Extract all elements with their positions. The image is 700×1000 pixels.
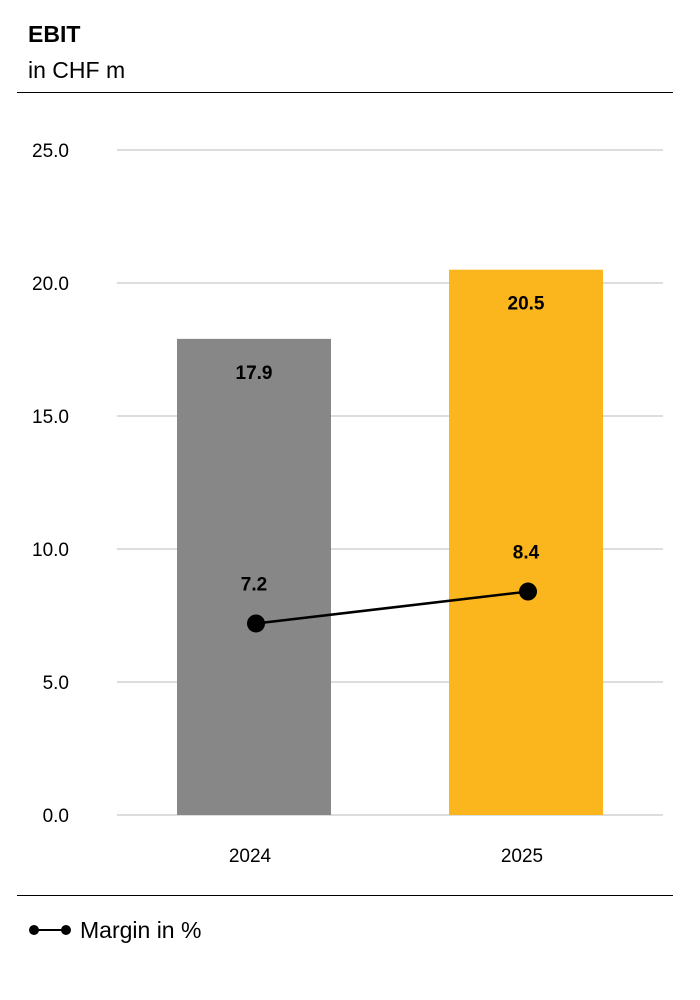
top-divider	[17, 92, 673, 93]
margin-point	[247, 614, 265, 633]
ebit-chart: 0.0 5.0 10.0 15.0 20.0 25.0 17.9 20.5 2024 2025 7.…	[32, 141, 663, 867]
x-tick-label: 2025	[501, 846, 543, 867]
bar-value-label: 20.5	[508, 294, 545, 315]
y-tick-label: 25.0	[32, 141, 69, 162]
labels: 0.0 5.0 10.0 15.0 20.0 25.0 17.9 20.5 2024 2025 7.…	[32, 141, 545, 867]
bar-value-label: 17.9	[236, 363, 273, 384]
legend-label-margin: Margin in %	[80, 917, 202, 943]
y-tick-label: 5.0	[43, 673, 69, 694]
y-tick-label: 20.0	[32, 274, 69, 295]
margin-value-label: 7.2	[241, 574, 267, 595]
chart-title: EBIT	[28, 21, 81, 47]
bar-2025	[449, 269, 603, 815]
legend: Margin in %	[28, 914, 201, 946]
bars	[177, 269, 603, 815]
margin-line-path	[255, 590, 529, 625]
bottom-divider	[17, 895, 673, 896]
legend-line-marker-icon	[29, 925, 71, 935]
margin-line	[247, 582, 537, 633]
margin-point	[519, 582, 537, 601]
margin-value-label: 8.4	[513, 543, 540, 564]
x-tick-label: 2024	[229, 846, 272, 867]
bar-2024	[177, 338, 331, 815]
y-tick-label: 0.0	[43, 806, 69, 827]
chart-subtitle: in CHF m	[28, 57, 126, 83]
y-tick-label: 10.0	[32, 540, 69, 561]
y-tick-label: 15.0	[32, 407, 69, 428]
